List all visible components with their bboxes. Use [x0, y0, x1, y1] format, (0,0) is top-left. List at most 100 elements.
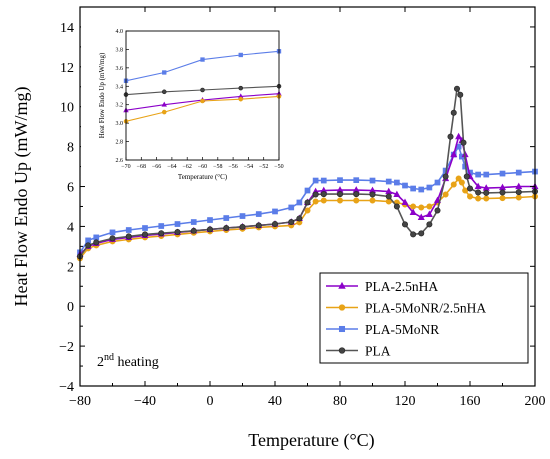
inset-x-tick-label: −60 [198, 164, 207, 170]
data-point [457, 91, 464, 98]
data-point [394, 179, 400, 186]
data-point [125, 233, 132, 240]
data-point [460, 139, 467, 146]
x-tick-label: 0 [207, 394, 214, 409]
data-point [288, 219, 295, 226]
y-tick-label: 8 [67, 141, 74, 156]
inset-y-tick-label: 3.4 [116, 84, 124, 90]
x-tick-label: −40 [134, 394, 156, 409]
data-point [466, 185, 473, 192]
inset-data-point [161, 89, 167, 95]
data-point [499, 189, 506, 196]
data-point [320, 197, 327, 204]
data-point [207, 226, 214, 233]
data-point [320, 177, 327, 184]
inset-data-point [238, 85, 244, 91]
data-point [418, 186, 425, 193]
y-tick-label: 14 [60, 21, 74, 36]
data-point [304, 187, 311, 194]
inset-x-tick-label: −54 [244, 164, 253, 170]
data-point [515, 189, 522, 196]
data-point [142, 225, 148, 231]
data-point [85, 242, 92, 249]
y-tick-label: 6 [67, 181, 74, 196]
data-point [296, 215, 303, 222]
inset-y-axis-title: Heat Flow Endo Up (mW/mg) [98, 52, 106, 138]
data-point [158, 223, 165, 229]
data-point [466, 193, 473, 200]
data-point [239, 213, 246, 219]
inset-y-tick-label: 3.6 [116, 66, 124, 72]
data-point [450, 109, 457, 116]
inset-x-axis-title: Temperature (°C) [178, 173, 228, 181]
data-point [255, 222, 262, 229]
data-point [515, 169, 522, 176]
data-point [453, 85, 460, 92]
x-tick-label: 120 [395, 394, 416, 409]
data-point [207, 217, 213, 223]
data-point [158, 230, 165, 237]
legend-marker [338, 325, 346, 333]
inset-y-tick-label: 3.2 [116, 103, 124, 109]
data-point [190, 227, 197, 234]
data-point [312, 191, 319, 198]
data-point [304, 207, 311, 214]
y-tick-label: −2 [59, 340, 74, 355]
data-point [463, 173, 470, 180]
data-point [515, 194, 522, 201]
data-point [288, 204, 295, 211]
inset-data-point [238, 52, 243, 58]
inset-data-point [200, 87, 205, 93]
data-point [402, 182, 408, 189]
inset-x-tick-label: −56 [228, 164, 237, 170]
data-point [483, 195, 490, 202]
series-line-pla-5monr [79, 144, 536, 253]
x-tick-label: 200 [525, 394, 546, 409]
legend-label: PLA [365, 344, 391, 359]
inset-y-tick-label: 2.6 [116, 158, 124, 164]
inset-data-point [238, 96, 244, 102]
data-point [353, 191, 360, 198]
data-point [434, 179, 441, 186]
data-point [410, 203, 417, 210]
data-point [304, 199, 311, 206]
y-tick-label: 10 [60, 101, 74, 116]
data-point [320, 191, 327, 198]
inset-data-point [161, 109, 167, 115]
data-point [425, 210, 433, 218]
data-point [417, 213, 425, 220]
legend-item-pla-2-5nha: PLA-2.5nHA [326, 279, 438, 294]
data-point [223, 215, 230, 221]
data-point [515, 182, 523, 190]
x-tick-label: 80 [333, 394, 347, 409]
data-point [369, 197, 376, 204]
data-point [475, 171, 481, 178]
inset-data-point [161, 101, 167, 107]
data-point [174, 229, 181, 236]
legend-label: PLA-2.5nHA [365, 279, 438, 294]
inset-x-tick-label: −64 [167, 164, 176, 170]
data-point [401, 221, 408, 228]
data-point [271, 221, 278, 228]
data-point [385, 193, 392, 200]
x-tick-label: 160 [460, 394, 481, 409]
data-point [442, 173, 449, 180]
heating-annotation: 2nd heating [97, 352, 159, 370]
x-tick-label: −80 [69, 394, 91, 409]
legend-box [319, 272, 529, 364]
inset-x-tick-label: −62 [183, 164, 192, 170]
data-point [475, 189, 482, 196]
data-point [447, 133, 454, 140]
inset-y-tick-label: 3.8 [116, 47, 124, 53]
data-point [174, 221, 181, 227]
inset-data-point [200, 57, 205, 62]
data-point [483, 171, 490, 178]
inset-y-tick-label: 4.0 [116, 29, 124, 35]
data-point [142, 231, 149, 238]
data-point [353, 177, 360, 183]
data-point [450, 150, 458, 158]
data-point [85, 237, 91, 244]
data-point [450, 181, 457, 188]
legend-item-pla-5monr-2-5nha: PLA-5MoNR/2.5nHA [326, 301, 486, 316]
y-tick-label: 0 [67, 300, 74, 315]
